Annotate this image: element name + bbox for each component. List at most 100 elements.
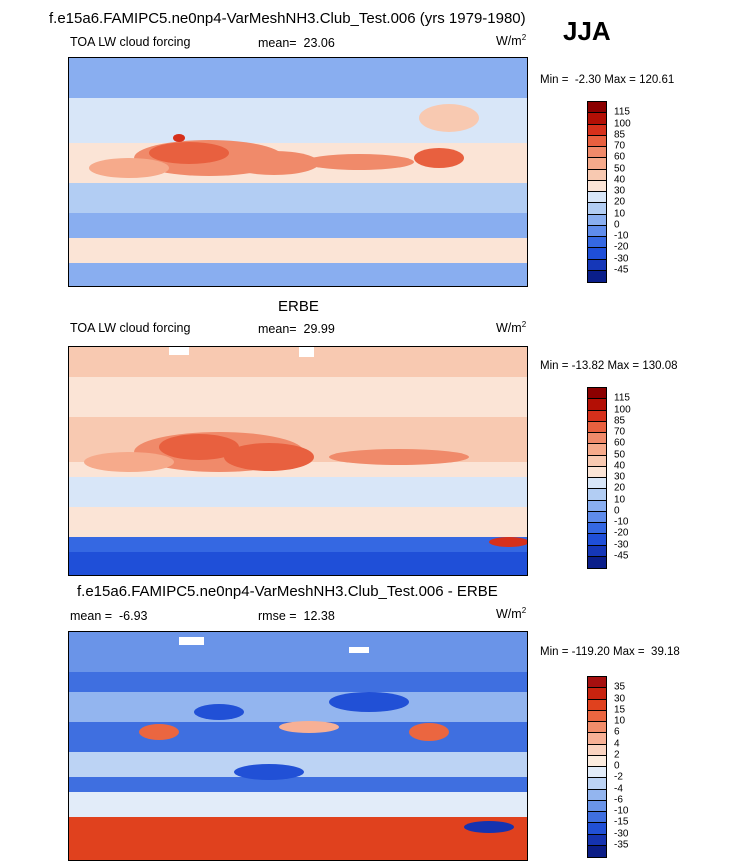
panel1-map xyxy=(68,57,528,287)
colorbar-swatch xyxy=(588,800,606,812)
panel3-rmse: rmse = 12.38 xyxy=(258,609,335,623)
panel2-title: ERBE xyxy=(278,298,319,315)
colorbar-swatch xyxy=(588,744,606,756)
colorbar-swatch xyxy=(588,399,606,411)
colorbar-tick-label: 60 xyxy=(614,151,626,163)
season-label: JJA xyxy=(563,16,611,46)
panel3-minmax: Min = -119.20 Max = 39.18 xyxy=(540,646,680,658)
colorbar-tick-label: 30 xyxy=(614,185,626,197)
panel2-map xyxy=(68,346,528,576)
colorbar-tick-label: 115 xyxy=(614,106,630,118)
colorbar-swatch xyxy=(588,433,606,445)
world-map-icon xyxy=(69,58,527,286)
colorbar-tick-label: -4 xyxy=(614,783,623,794)
colorbar-swatch xyxy=(588,722,606,734)
colorbar-swatch xyxy=(588,545,606,557)
panel1-variable: TOA LW cloud forcing xyxy=(70,35,191,49)
colorbar-tick-label: 70 xyxy=(614,426,626,438)
panel1-mean: mean= 23.06 xyxy=(258,36,335,50)
colorbar-swatch xyxy=(588,489,606,501)
panel2-minmax: Min = -13.82 Max = 130.08 xyxy=(540,360,678,372)
colorbar-swatch xyxy=(588,158,606,170)
colorbar-tick-label: 35 xyxy=(614,681,626,693)
colorbar-swatch xyxy=(588,259,606,271)
colorbar-tick-label: 10 xyxy=(614,494,626,505)
colorbar-tick-label: 30 xyxy=(614,471,626,483)
colorbar-tick-label: -30 xyxy=(614,253,629,264)
colorbar-swatch xyxy=(588,699,606,711)
colorbar-swatch xyxy=(588,225,606,237)
panel1-minmax: Min = -2.30 Max = 120.61 xyxy=(540,74,675,86)
panel3-colorbar xyxy=(587,676,607,858)
colorbar-tick-label: 115 xyxy=(614,392,630,404)
colorbar-swatch xyxy=(588,677,606,689)
colorbar-swatch xyxy=(588,248,606,260)
world-map-icon xyxy=(69,347,527,575)
colorbar-tick-label: -6 xyxy=(614,794,623,806)
colorbar-swatch xyxy=(588,511,606,523)
colorbar-swatch xyxy=(588,823,606,835)
colorbar-swatch xyxy=(588,834,606,846)
colorbar-swatch xyxy=(588,102,606,114)
colorbar-swatch xyxy=(588,778,606,790)
colorbar-tick-label: -35 xyxy=(614,839,629,851)
model-title: f.e15a6.FAMIPC5.ne0np4-VarMeshNH3.Club_T… xyxy=(49,10,526,27)
colorbar-tick-label: -45 xyxy=(614,550,629,562)
panel3-mean: mean = -6.93 xyxy=(70,609,148,623)
colorbar-swatch xyxy=(588,444,606,456)
panel2-units: W/m2 xyxy=(496,320,527,336)
colorbar-tick-label: 0 xyxy=(614,760,620,772)
colorbar-tick-label: 50 xyxy=(614,163,626,174)
panel1-colorbar xyxy=(587,101,607,283)
colorbar-tick-label: -10 xyxy=(614,516,629,528)
colorbar-swatch xyxy=(588,733,606,745)
colorbar-swatch xyxy=(588,478,606,490)
panel3-map xyxy=(68,631,528,861)
colorbar-tick-label: -10 xyxy=(614,230,629,242)
colorbar-tick-label: 50 xyxy=(614,449,626,460)
panel1-units: W/m2 xyxy=(496,33,527,49)
colorbar-tick-label: 40 xyxy=(614,174,626,186)
colorbar-swatch xyxy=(588,534,606,546)
colorbar-swatch xyxy=(588,500,606,512)
colorbar-tick-label: 20 xyxy=(614,196,626,208)
colorbar-tick-label: 60 xyxy=(614,437,626,449)
colorbar-tick-label: 20 xyxy=(614,482,626,494)
panel2-variable: TOA LW cloud forcing xyxy=(70,321,191,335)
colorbar-tick-label: 70 xyxy=(614,140,626,152)
colorbar-swatch xyxy=(588,169,606,181)
colorbar-tick-label: 30 xyxy=(614,693,626,704)
colorbar-swatch xyxy=(588,466,606,478)
colorbar-tick-label: 85 xyxy=(614,415,626,427)
colorbar-swatch xyxy=(588,755,606,767)
colorbar-swatch xyxy=(588,455,606,467)
colorbar-swatch xyxy=(588,789,606,801)
colorbar-tick-label: 2 xyxy=(614,749,620,761)
colorbar-tick-label: -30 xyxy=(614,828,629,839)
colorbar-tick-label: -2 xyxy=(614,771,623,783)
colorbar-swatch xyxy=(588,147,606,159)
colorbar-tick-label: 100 xyxy=(614,118,631,129)
colorbar-tick-label: 100 xyxy=(614,404,631,415)
colorbar-swatch xyxy=(588,556,606,568)
colorbar-swatch xyxy=(588,421,606,433)
colorbar-swatch xyxy=(588,203,606,215)
colorbar-swatch xyxy=(588,410,606,422)
colorbar-swatch xyxy=(588,767,606,779)
colorbar-tick-label: 40 xyxy=(614,460,626,472)
colorbar-swatch xyxy=(588,180,606,192)
colorbar-swatch xyxy=(588,388,606,400)
panel3-units: W/m2 xyxy=(496,606,527,622)
panel3-title: f.e15a6.FAMIPC5.ne0np4-VarMeshNH3.Club_T… xyxy=(77,583,498,600)
panel2-mean: mean= 29.99 xyxy=(258,322,335,336)
colorbar-swatch xyxy=(588,135,606,147)
colorbar-tick-label: -20 xyxy=(614,527,629,539)
colorbar-tick-label: 15 xyxy=(614,704,626,716)
colorbar-tick-label: 10 xyxy=(614,208,626,219)
colorbar-swatch xyxy=(588,845,606,857)
colorbar-swatch xyxy=(588,124,606,136)
colorbar-swatch xyxy=(588,214,606,226)
colorbar-tick-label: -15 xyxy=(614,816,629,828)
colorbar-swatch xyxy=(588,688,606,700)
colorbar-tick-label: -20 xyxy=(614,241,629,253)
